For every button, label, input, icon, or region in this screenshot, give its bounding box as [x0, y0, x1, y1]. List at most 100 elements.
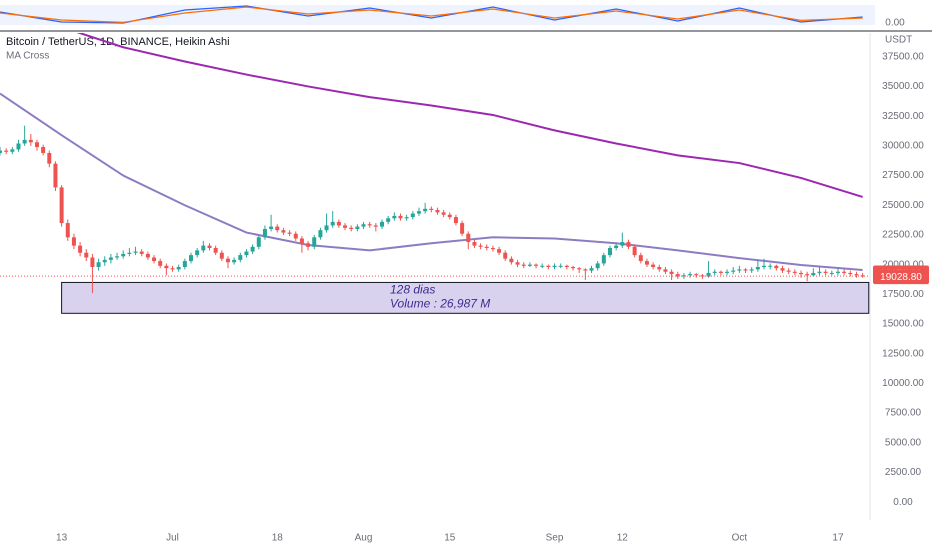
- candle-body: [534, 264, 539, 266]
- candle-body: [256, 237, 261, 247]
- candle-body: [158, 261, 163, 266]
- candle-body: [811, 272, 816, 276]
- candle-body: [620, 242, 625, 246]
- candle-body: [441, 212, 446, 215]
- currency-label: USDT: [885, 35, 912, 46]
- x-tick-label: 18: [272, 533, 284, 544]
- y-tick-label: 7500.00: [885, 408, 922, 419]
- candle-body: [152, 257, 157, 262]
- candle-body: [731, 270, 736, 272]
- y-tick-label: 17500.00: [882, 289, 924, 300]
- candle-body: [318, 230, 323, 238]
- candle-body: [22, 139, 27, 144]
- candle-body: [706, 272, 711, 277]
- osc-pane: [0, 5, 863, 24]
- candle-body: [509, 258, 514, 263]
- candle-body: [447, 214, 452, 218]
- candle-body: [324, 225, 329, 231]
- y-tick-label: 35000.00: [882, 81, 924, 92]
- candle-body: [725, 271, 730, 273]
- candle-body: [805, 274, 810, 276]
- chart-title: Bitcoin / TetherUS, 1D, BINANCE, Heikin …: [6, 36, 230, 48]
- candle-body: [176, 266, 181, 270]
- candle-body: [607, 247, 612, 256]
- candle-body: [84, 252, 89, 258]
- candle-body: [835, 271, 840, 273]
- y-tick-label: 0.00: [893, 497, 913, 508]
- candle-body: [737, 269, 742, 271]
- candle-body: [823, 271, 828, 273]
- candle-body: [626, 242, 631, 247]
- candle-body: [53, 163, 58, 188]
- candle-body: [207, 245, 212, 248]
- candle-body: [472, 242, 477, 246]
- candle-body: [287, 232, 292, 234]
- candle-body: [392, 215, 397, 219]
- y-tick-label: 30000.00: [882, 140, 924, 151]
- candle-body: [102, 259, 107, 263]
- candle-body: [423, 208, 428, 212]
- candle-body: [367, 224, 372, 226]
- candle-body: [312, 237, 317, 247]
- range-box-text: Volume : 26,987 M: [390, 297, 490, 311]
- candle-body: [115, 256, 120, 258]
- candle-body: [0, 150, 2, 153]
- candle-body: [232, 259, 237, 263]
- candle-body: [503, 252, 508, 259]
- candle-body: [429, 208, 434, 210]
- candle-body: [145, 253, 150, 258]
- candle-body: [238, 255, 243, 260]
- candle-body: [860, 275, 865, 277]
- y-tick-label: 32500.00: [882, 111, 924, 122]
- x-tick-label: 15: [444, 533, 456, 544]
- candle-body: [416, 211, 421, 214]
- candle-body: [404, 217, 409, 219]
- price-tag: [873, 269, 929, 285]
- candle-body: [515, 262, 520, 265]
- candle-body: [490, 247, 495, 250]
- candle-body: [669, 271, 674, 275]
- candle-body: [521, 264, 526, 266]
- candle-body: [47, 152, 52, 164]
- candle-body: [306, 243, 311, 247]
- candle-body: [762, 265, 767, 267]
- candle-body: [133, 251, 138, 253]
- candle-body: [269, 226, 274, 229]
- candle-body: [460, 223, 465, 234]
- candle-body: [398, 215, 403, 219]
- candle-body: [121, 253, 126, 257]
- candle-body: [71, 237, 76, 246]
- candle-body: [601, 255, 606, 264]
- candle-body: [478, 245, 483, 247]
- candle-body: [694, 274, 699, 276]
- candle-body: [127, 252, 132, 254]
- y-tick-label: 15000.00: [882, 319, 924, 330]
- candle-body: [484, 246, 489, 248]
- x-tick-label: 17: [832, 533, 844, 544]
- candle-body: [614, 245, 619, 248]
- candle-body: [182, 261, 187, 267]
- y-tick-label: 25000.00: [882, 200, 924, 211]
- candle-body: [688, 274, 693, 276]
- candle-body: [577, 268, 582, 270]
- candle-body: [28, 139, 33, 143]
- candle-body: [4, 150, 9, 152]
- candle-body: [343, 225, 348, 228]
- x-tick-label: Oct: [732, 533, 748, 544]
- candle-body: [213, 247, 218, 253]
- candle-body: [497, 249, 502, 253]
- range-box: [61, 281, 870, 314]
- candle-body: [663, 269, 668, 272]
- candle-body: [78, 245, 83, 253]
- candle-body: [195, 250, 200, 256]
- candle-body: [564, 265, 569, 267]
- candle-body: [281, 230, 286, 233]
- axes: 0.00 2500.00 5000.00 7500.00 10000.00 12500.0…: [0, 18, 929, 544]
- candle-body: [189, 255, 194, 262]
- candle-body: [755, 266, 760, 270]
- candle-body: [540, 265, 545, 267]
- candle-body: [780, 268, 785, 271]
- price-tag-label: 19028.80: [880, 272, 922, 283]
- candle-body: [546, 265, 551, 267]
